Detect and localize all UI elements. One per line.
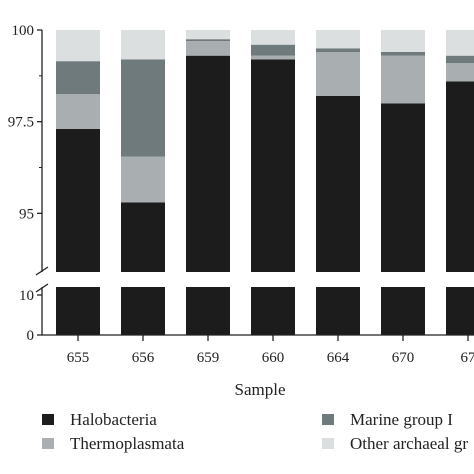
bar-segment-655-2 (56, 61, 100, 95)
bar-segment-660-2 (251, 44, 295, 56)
bar-segment-67-0 (446, 81, 474, 272)
bar-segment-659-1 (186, 41, 230, 56)
bar-segment-670-0 (381, 103, 425, 272)
bar-segment-659-3 (186, 30, 230, 40)
x-tick-label-655: 655 (67, 350, 90, 366)
bar-segment-lower-664 (316, 287, 360, 335)
bar-segment-67-2 (446, 55, 474, 63)
legend: Halobacteria Marine group I Thermoplasmata… (42, 410, 468, 453)
legend-label-3: Other archaeal gr (350, 434, 468, 453)
legend-swatch-1 (42, 438, 54, 449)
bars-group (56, 30, 474, 335)
bar-segment-lower-67 (446, 287, 474, 335)
legend-label-2: Marine group I (350, 410, 453, 429)
legend-swatch-2 (322, 414, 334, 425)
legend-label-0: Halobacteria (70, 410, 157, 429)
legend-swatch-0 (42, 414, 54, 425)
x-tick-label-664: 664 (327, 350, 350, 366)
bar-segment-655-0 (56, 129, 100, 272)
y-tick-label-0: 0 (27, 328, 35, 344)
legend-swatch-3 (322, 438, 334, 449)
bar-segment-656-3 (121, 30, 165, 60)
bar-segment-655-1 (56, 94, 100, 129)
x-tick-label-660: 660 (262, 350, 285, 366)
bar-segment-670-2 (381, 52, 425, 56)
bar-segment-656-1 (121, 156, 165, 203)
bar-segment-659-2 (186, 39, 230, 41)
bar-segment-660-0 (251, 59, 295, 273)
y-tick-label-10: 10 (19, 288, 34, 304)
bar-segment-664-1 (316, 52, 360, 96)
x-axis-title: Sample (235, 380, 286, 399)
bar-segment-lower-660 (251, 287, 295, 335)
bar-segment-660-1 (251, 55, 295, 60)
bar-segment-67-3 (446, 30, 474, 56)
bar-segment-664-3 (316, 30, 360, 49)
bar-segment-lower-656 (121, 287, 165, 335)
bar-segment-670-3 (381, 30, 425, 52)
bar-segment-656-0 (121, 202, 165, 272)
bar-segment-lower-659 (186, 287, 230, 335)
bar-segment-664-2 (316, 48, 360, 52)
axis-break-mark (35, 283, 49, 293)
bar-segment-lower-655 (56, 287, 100, 335)
y-tick-label-100: 100 (12, 23, 35, 39)
y-tick-label-97.5: 97.5 (8, 115, 34, 131)
y-tick-label-95: 95 (19, 206, 34, 222)
bar-segment-656-2 (121, 59, 165, 157)
axis-break-mark (35, 266, 49, 276)
bar-segment-659-0 (186, 55, 230, 272)
x-tick-label-67: 67 (461, 350, 474, 366)
axes-group: 95 97.5 100 0 10 (8, 23, 474, 344)
x-tick-label-659: 659 (197, 350, 220, 366)
x-tick-label-656: 656 (132, 350, 155, 366)
bar-segment-lower-670 (381, 287, 425, 335)
bar-segment-660-3 (251, 30, 295, 45)
bar-segment-655-3 (56, 30, 100, 62)
legend-label-1: Thermoplasmata (70, 434, 185, 453)
bar-segment-67-1 (446, 63, 474, 82)
bar-segment-670-1 (381, 55, 425, 104)
x-tick-label-670: 670 (392, 350, 415, 366)
x-tick-labels: 655 656 659 660 664 670 67 (67, 335, 474, 366)
bar-segment-664-0 (316, 96, 360, 272)
